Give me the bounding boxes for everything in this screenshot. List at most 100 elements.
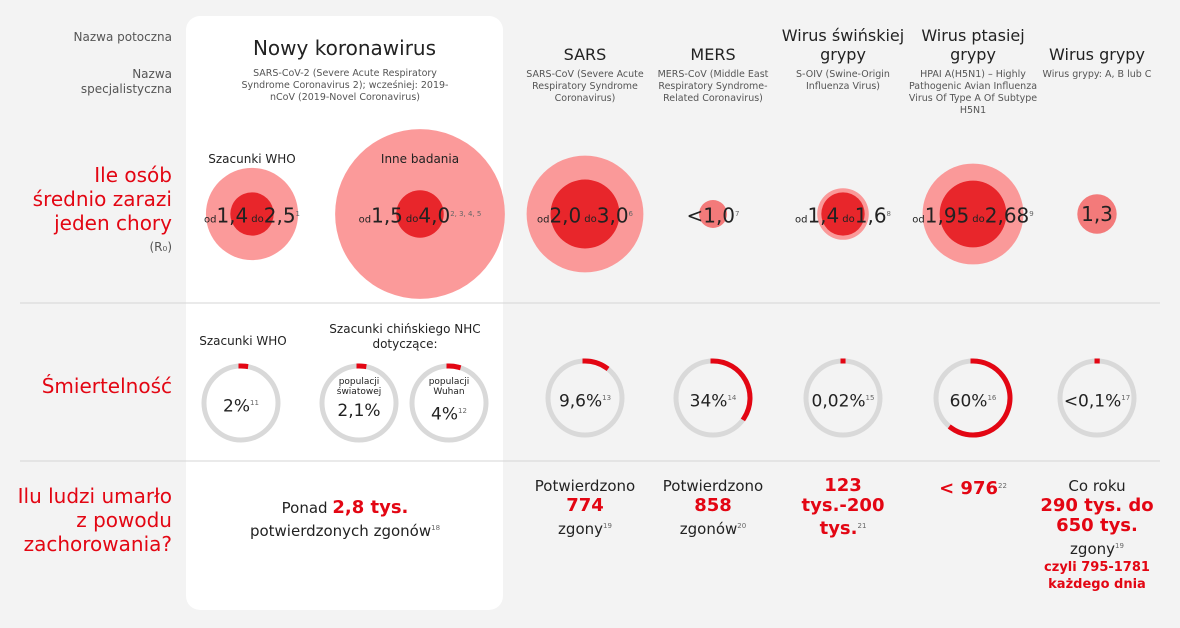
r0-high: <1,0 <box>686 203 736 228</box>
gauge-value: 2%11 <box>205 393 277 417</box>
gauge-value: 9,6%13 <box>549 388 621 412</box>
row-label: (R₀) <box>149 240 172 254</box>
footnote-ref: 20 <box>737 522 747 530</box>
mortality-caption: Szacunki WHO <box>199 334 287 348</box>
r0-low: 1,5 <box>371 203 403 228</box>
r0-high: 4,0 <box>418 203 451 228</box>
deaths-block: Ponad 2,8 tys. potwierdzonych zgonów18 <box>205 498 485 541</box>
virus-name: Nowy koronawirus <box>252 36 437 60</box>
gauge-value: 0,02%15 <box>807 388 879 412</box>
footnote-ref: 7 <box>735 210 740 218</box>
r0-to: do <box>972 214 985 226</box>
mortality-value: 2% <box>223 396 251 417</box>
mortality-value: 60% <box>949 391 988 412</box>
footnote-ref: 6 <box>628 210 634 218</box>
highlight-panel <box>186 16 503 610</box>
r0-from: od <box>536 214 550 226</box>
deaths-block: Co roku 290 tys. do 650 tys. zgony19 czyli … <box>1037 476 1157 593</box>
r0-value: 1,3 <box>997 200 1180 230</box>
deaths-suffix: zgony <box>1070 540 1116 558</box>
r0-circle <box>939 180 1007 248</box>
mortality-value: 4% <box>431 404 459 425</box>
deaths-value: 774 <box>566 495 604 516</box>
r0-value: od1,95 do2,689 <box>873 200 1073 234</box>
footnote-ref: 13 <box>602 394 612 402</box>
deaths-value: 858 <box>694 495 732 516</box>
gauge-text: 2%11 <box>205 393 277 417</box>
deaths-suffix: zgony <box>558 520 604 538</box>
gauge-text: 60%16 <box>937 388 1009 412</box>
r0-low: 1,95 <box>924 203 970 228</box>
footnote-ref: 2, 3, 4, 5 <box>450 210 482 218</box>
r0-to: do <box>842 214 855 226</box>
gauge-sublabel: populacji Wuhan <box>428 377 470 397</box>
deaths-suffix: zgonów <box>679 520 738 538</box>
row-label: Nazwa specjalistyczna <box>80 67 172 96</box>
virus-specialist: HPAI A(H5N1) – Highly Pathogenic Avian I… <box>908 69 1038 116</box>
footnote-ref: 15 <box>865 394 875 402</box>
deaths-value: 290 tys. do 650 tys. <box>1040 495 1154 536</box>
deaths-block: 123 tys.-200 tys.21 <box>781 476 906 539</box>
r0-to: do <box>584 214 597 226</box>
virus-specialist: MERS-CoV (Middle East Respiratory Syndro… <box>657 69 769 104</box>
deaths-block: < 97622 <box>911 476 1036 499</box>
gauge-arc <box>710 358 753 422</box>
row-label: Śmiertelność <box>41 374 172 398</box>
footnote-ref: 1 <box>295 210 301 218</box>
footnote-ref: 11 <box>250 399 259 407</box>
gauge-sublabel: populacji światowej <box>336 377 382 397</box>
r0-to: do <box>405 214 419 226</box>
r0-value: <1,07 <box>613 200 813 231</box>
footnote-ref: 21 <box>857 522 867 530</box>
gauge-value: 2,1% <box>323 401 395 421</box>
virus-specialist: SARS-CoV (Severe Acute Respiratory Syndr… <box>526 69 644 104</box>
deaths-line: 774 <box>523 496 648 516</box>
r0-circle <box>550 179 620 249</box>
r0-high: 1,3 <box>1081 202 1113 226</box>
r0-value: od1,4 do1,68 <box>743 200 943 234</box>
mortality-caption: Szacunki chińskiego NHC dotyczące: <box>329 322 481 351</box>
deaths-prefix: Ponad <box>281 499 328 517</box>
gauge-text: populacji Wuhan 4%12 <box>413 377 485 425</box>
deaths-prefix: Co roku <box>1068 477 1126 495</box>
deaths-line: < 97622 <box>911 476 1036 499</box>
footnote-ref: 18 <box>431 524 441 532</box>
r0-high: 3,0 <box>596 203 629 228</box>
r0-circle <box>821 192 865 236</box>
deaths-value: 123 tys.-200 tys. <box>801 475 885 539</box>
r0-from: od <box>203 214 217 226</box>
row-label: Ilu ludzi umarło z powodu zachorowania? <box>17 484 172 556</box>
deaths-prefix: Potwierdzono <box>534 477 636 495</box>
gauge-value: <0,1%17 <box>1061 388 1133 412</box>
r0-value: od1,5 do4,02, 3, 4, 5 <box>320 200 520 234</box>
gauge-arc <box>446 363 462 371</box>
virus-specialist: Wirus grypy: A, B lub C <box>1042 69 1152 80</box>
gauge-text: 9,6%13 <box>549 388 621 412</box>
r0-circle <box>1077 194 1117 234</box>
r0-high: 1,6 <box>854 203 887 228</box>
virus-name: Wirus grypy <box>1049 45 1145 64</box>
footnote-ref: 16 <box>987 394 997 402</box>
gauge-arc <box>582 358 610 372</box>
r0-high: 2,68 <box>984 203 1030 228</box>
virus-specialist: S-OIV (Swine-Origin Influenza Virus) <box>796 69 890 92</box>
footnote-ref: 14 <box>727 394 737 402</box>
gauge-arc <box>947 358 1013 438</box>
r0-value: od2,0 do3,06 <box>485 200 685 234</box>
gauge-text: populacji światowej 2,1% <box>323 377 395 421</box>
r0-circle <box>230 192 274 236</box>
virus-name: Wirus świńskiej grypy <box>781 26 905 64</box>
r0-circle <box>396 190 444 238</box>
r0-circle <box>699 200 727 228</box>
footnote-ref: 12 <box>458 407 467 415</box>
mortality-value: 2,1% <box>337 401 381 421</box>
gauge-value: 34%14 <box>677 388 749 412</box>
deaths-line: zgony19 <box>1037 536 1157 559</box>
virus-specialist: SARS-CoV-2 (Severe Acute Respiratory Syn… <box>241 68 449 103</box>
mortality-value: 0,02% <box>811 391 866 412</box>
row-label: Ile osób średnio zarazi jeden chory <box>32 163 172 235</box>
gauge-text: 0,02%15 <box>807 388 879 412</box>
gauge-text: <0,1%17 <box>1061 388 1133 412</box>
deaths-line: 858 <box>651 496 776 516</box>
